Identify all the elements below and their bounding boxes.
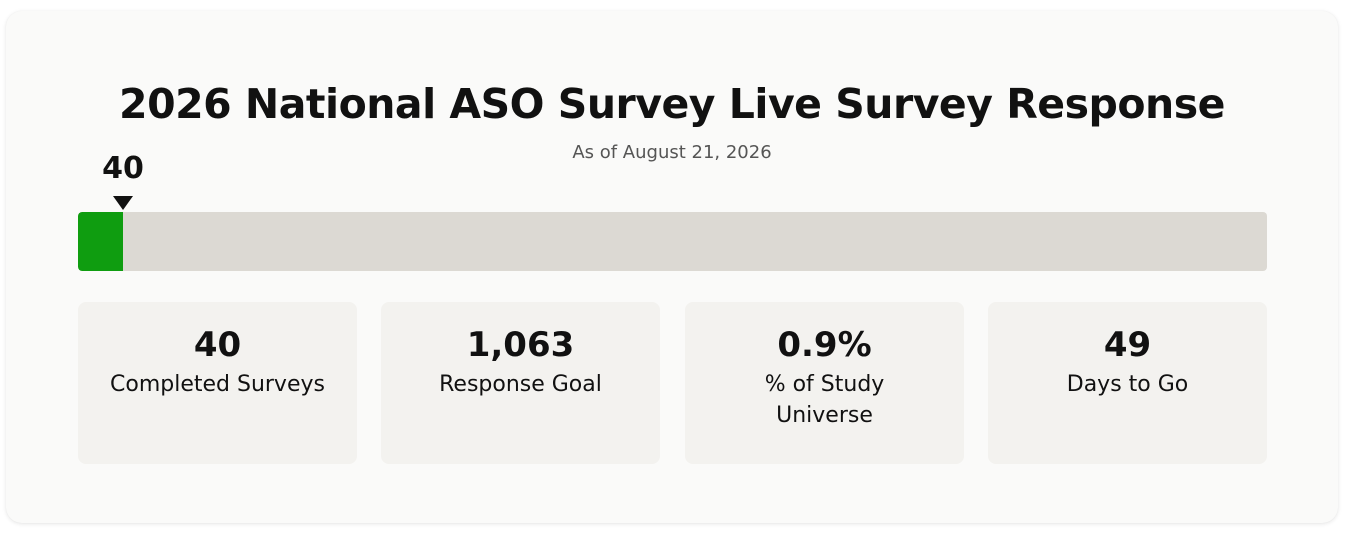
- stats-row: 40 Completed Surveys 1,063 Response Goal…: [78, 302, 1267, 464]
- stat-card-response-goal: 1,063 Response Goal: [381, 302, 660, 464]
- stat-value: 0.9%: [777, 325, 872, 365]
- survey-response-card: 2026 National ASO Survey Live Survey Res…: [6, 11, 1338, 523]
- marker-arrow-icon: [113, 196, 133, 210]
- page-title: 2026 National ASO Survey Live Survey Res…: [119, 80, 1225, 128]
- progress-track: [78, 212, 1267, 271]
- stat-card-study-universe: 0.9% % of Study Universe: [685, 302, 964, 464]
- stat-value: 1,063: [466, 325, 575, 365]
- stat-card-completed-surveys: 40 Completed Surveys: [78, 302, 357, 464]
- stat-card-days-to-go: 49 Days to Go: [988, 302, 1267, 464]
- progress-marker-value: 40: [102, 151, 144, 186]
- stat-value: 49: [1103, 325, 1152, 365]
- stat-value: 40: [193, 325, 242, 365]
- stat-label: Days to Go: [1066, 372, 1189, 397]
- stat-label: Response Goal: [439, 372, 602, 397]
- stat-label: Completed Surveys: [110, 372, 325, 397]
- progress-fill: [78, 212, 123, 271]
- progress-marker: 40: [93, 152, 153, 210]
- as-of-date: As of August 21, 2026: [572, 142, 772, 163]
- stat-label: % of Study Universe: [764, 372, 885, 428]
